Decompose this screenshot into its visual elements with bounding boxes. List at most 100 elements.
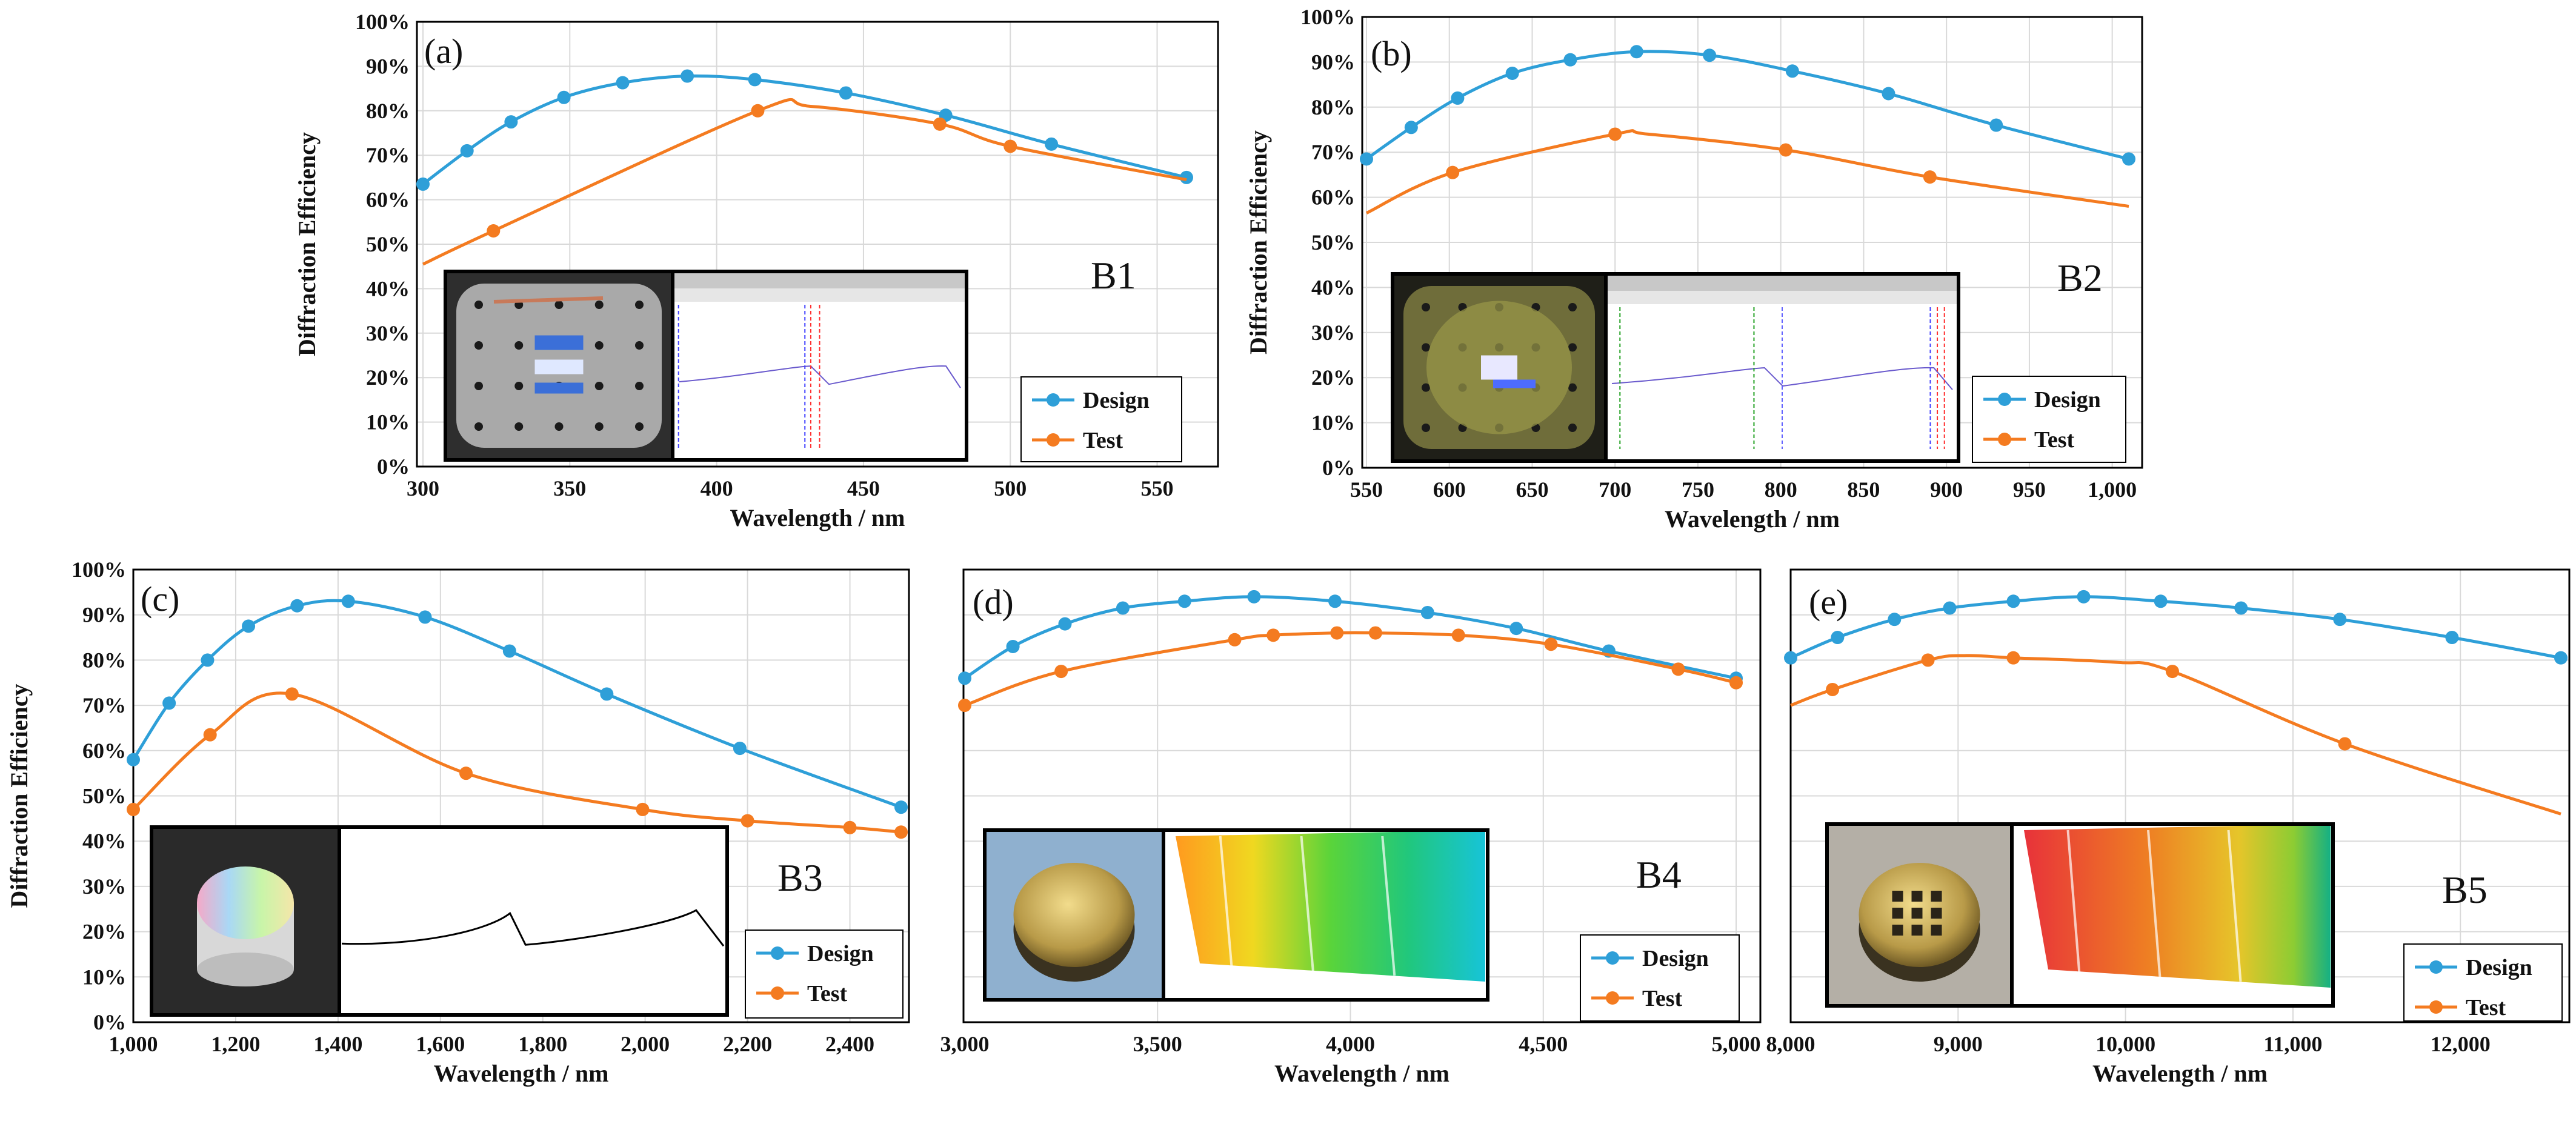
legend-entry-test: Test xyxy=(2034,427,2075,453)
series-design xyxy=(127,594,908,814)
y-tick-label: 30% xyxy=(366,321,410,345)
data-point xyxy=(600,687,614,701)
data-point xyxy=(1404,121,1418,135)
x-tick-label: 9,000 xyxy=(1934,1032,1983,1056)
x-tick-label: 4,500 xyxy=(1519,1032,1568,1056)
y-tick-label: 60% xyxy=(366,188,410,212)
x-tick-label: 2,400 xyxy=(825,1032,874,1056)
data-point xyxy=(894,825,908,839)
legend: Design Test xyxy=(1972,376,2126,463)
legend-marker xyxy=(771,986,784,1000)
data-point xyxy=(1505,67,1519,80)
plot-frame xyxy=(132,568,910,1023)
data-point xyxy=(127,753,140,767)
plot-frame xyxy=(1361,16,2143,469)
data-point xyxy=(1368,626,1382,640)
data-point xyxy=(1729,676,1743,690)
data-point xyxy=(1177,594,1191,608)
x-tick-label: 550 xyxy=(1141,476,1174,500)
inset-border xyxy=(983,828,1489,1002)
plot-frame xyxy=(962,568,1762,1023)
y-tick-label: 90% xyxy=(366,54,410,78)
y-tick-label: 100% xyxy=(355,10,410,34)
panel-tag: (e) xyxy=(1809,582,1848,622)
plot-frame xyxy=(1789,568,2571,1023)
panel-tag: (d) xyxy=(973,582,1014,622)
data-point xyxy=(1330,626,1344,640)
y-tick-label: 40% xyxy=(366,276,410,301)
data-point xyxy=(933,117,947,131)
chart-panel-b4: 3,000 3,500 4,000 4,500 5,000 Wavelength / nm… xyxy=(940,568,1762,1087)
sample-name: B4 xyxy=(1636,853,1682,896)
data-point xyxy=(1779,143,1792,157)
data-point xyxy=(242,619,256,633)
data-point xyxy=(733,742,747,756)
y-tick-label: 40% xyxy=(82,829,126,853)
data-point xyxy=(843,820,857,834)
legend-entry-design: Design xyxy=(807,941,874,966)
series-test xyxy=(958,626,1743,713)
y-tick-label: 100% xyxy=(1300,5,1355,29)
x-tick-label: 2,200 xyxy=(723,1032,772,1056)
data-point xyxy=(1003,139,1017,153)
data-point xyxy=(487,224,501,238)
data-point xyxy=(741,814,754,828)
data-point xyxy=(2122,152,2135,166)
x-axis-label: Wavelength / nm xyxy=(1665,505,1840,533)
x-tick-label: 2,000 xyxy=(621,1032,670,1056)
y-tick-label: 20% xyxy=(366,365,410,390)
x-tick-label: 10,000 xyxy=(2095,1032,2155,1056)
data-point xyxy=(1671,662,1685,676)
data-point xyxy=(616,76,630,90)
series-line xyxy=(132,691,902,834)
data-point xyxy=(751,104,765,118)
data-point xyxy=(1360,152,1373,166)
inset-image xyxy=(1391,272,1960,463)
y-tick-label: 20% xyxy=(82,920,126,944)
x-tick-label: 650 xyxy=(1516,477,1548,502)
data-point xyxy=(1451,628,1465,642)
data-point xyxy=(636,802,650,816)
legend: Design Test xyxy=(1580,934,1740,1022)
x-tick-label: 900 xyxy=(1930,477,1963,502)
y-tick-label: 60% xyxy=(1311,185,1355,210)
data-point xyxy=(127,802,140,816)
data-point xyxy=(2445,631,2459,645)
legend-entry-design: Design xyxy=(1642,946,1709,971)
data-point xyxy=(557,90,571,104)
x-tick-label: 800 xyxy=(1765,477,1797,502)
data-point xyxy=(2006,594,2020,608)
x-tick-label: 1,800 xyxy=(518,1032,567,1056)
legend-marker xyxy=(1047,393,1060,407)
legend: Design Test xyxy=(2403,943,2563,1022)
data-point xyxy=(341,594,355,608)
y-tick-label: 70% xyxy=(366,143,410,167)
x-tick-label: 700 xyxy=(1599,477,1631,502)
x-tick-label: 950 xyxy=(2013,477,2046,502)
x-tick-label: 3,000 xyxy=(940,1032,990,1056)
y-tick-label: 70% xyxy=(1311,140,1355,164)
data-point xyxy=(2006,651,2020,665)
x-axis-label: Wavelength / nm xyxy=(1274,1060,1449,1087)
series-line xyxy=(1365,50,2129,161)
y-tick-label: 50% xyxy=(366,232,410,256)
y-tick-label: 50% xyxy=(1311,230,1355,254)
data-point xyxy=(839,86,853,100)
data-point xyxy=(162,696,176,710)
sample-name: B2 xyxy=(2057,256,2103,299)
data-point xyxy=(1882,87,1895,101)
panel-tag: (b) xyxy=(1371,34,1412,73)
measurement-image xyxy=(341,909,725,947)
data-point xyxy=(1608,127,1622,141)
sample-name: B3 xyxy=(777,856,823,899)
series-test xyxy=(127,687,908,839)
y-tick-label: 0% xyxy=(93,1010,126,1034)
x-axis-label: Wavelength / nm xyxy=(2092,1060,2268,1087)
legend-marker xyxy=(771,946,784,960)
measurement-image xyxy=(673,271,967,448)
inset-border xyxy=(1825,822,2335,1008)
data-point xyxy=(2154,594,2168,608)
legend-marker xyxy=(1606,951,1619,965)
series-line xyxy=(1790,595,2561,660)
